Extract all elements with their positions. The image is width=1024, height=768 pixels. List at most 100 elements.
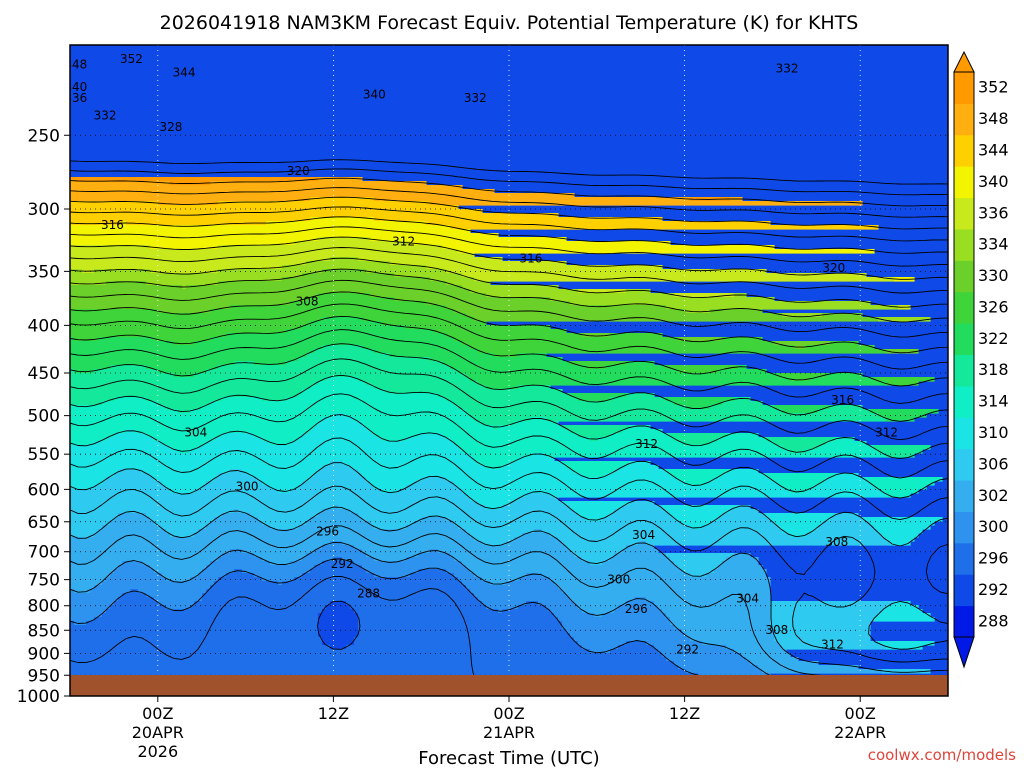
colorbar-swatch — [954, 354, 974, 387]
colorbar-tick-label: 296 — [978, 549, 1009, 568]
contour-label: 332 — [94, 108, 117, 122]
y-tick-label: 900 — [28, 644, 60, 664]
colorbar-tick-label: 352 — [978, 78, 1009, 97]
contour-label: 308 — [296, 294, 319, 308]
colorbar-tick-label: 330 — [978, 266, 1009, 285]
contour-label: 300 — [607, 573, 630, 587]
colorbar-tick-label: 314 — [978, 392, 1009, 411]
colorbar-extend-bottom — [953, 636, 975, 669]
x-tick-label: 2026 — [137, 742, 178, 761]
contour-label: 340 — [64, 80, 87, 94]
colorbar-tick-label: 340 — [978, 172, 1009, 191]
y-tick-label: 850 — [28, 621, 60, 641]
colorbar-swatch — [954, 197, 974, 230]
x-tick-label: 21APR — [483, 723, 535, 742]
x-tick-label: 22APR — [834, 723, 886, 742]
colorbar-swatch — [954, 166, 974, 199]
y-tick-label: 250 — [28, 126, 60, 146]
colorbar-swatch — [954, 72, 974, 104]
contour-label: 308 — [765, 623, 788, 637]
colorbar-extend-top — [953, 50, 975, 73]
contour-label: 316 — [101, 218, 124, 232]
colorbar-swatch — [954, 511, 974, 544]
contour-label: 320 — [287, 164, 310, 178]
contour-label: 328 — [160, 120, 183, 134]
y-tick-label: 1000 — [17, 687, 60, 707]
contour-label: 296 — [316, 525, 339, 539]
contour-lines — [70, 159, 948, 696]
y-tick-label: 450 — [28, 364, 60, 384]
colorbar-tick-label: 288 — [978, 611, 1009, 630]
colorbar-tick-label: 348 — [978, 109, 1009, 128]
contour-label: 304 — [184, 425, 207, 439]
colorbar-swatch — [954, 417, 974, 450]
y-tick-label: 700 — [28, 543, 60, 563]
colorbar-tick-label: 292 — [978, 580, 1009, 599]
colorbar-tick-label: 306 — [978, 454, 1009, 473]
y-tick-label: 650 — [28, 513, 60, 533]
colorbar-tick-label: 318 — [978, 360, 1009, 379]
contour-label: 300 — [236, 480, 259, 494]
contour-label: 348 — [64, 58, 87, 72]
ground-surface — [70, 675, 948, 696]
x-axis-label: Forecast Time (UTC) — [418, 748, 599, 768]
contour-label: 292 — [331, 557, 354, 571]
colorbar-swatch — [954, 385, 974, 418]
x-tick-label: 00Z — [845, 704, 876, 723]
contour-label: 312 — [635, 437, 658, 451]
colorbar-tick-label: 334 — [978, 235, 1009, 254]
y-tick-label: 600 — [28, 480, 60, 500]
colorbar-swatch — [954, 103, 974, 136]
y-tick-label: 800 — [28, 597, 60, 617]
colorbar-swatch — [954, 228, 974, 261]
colorbar-frame — [953, 71, 975, 638]
colorbar-swatch — [954, 605, 974, 638]
contour-label: 336 — [64, 91, 87, 105]
colorbar-swatch — [954, 291, 974, 324]
colorbar: 288 292 296 300 302 306 310 314 318 322 326 330 334 3… — [953, 50, 1009, 669]
contour-label: 344 — [173, 65, 196, 79]
colorbar-tick-label: 326 — [978, 297, 1009, 316]
y-tick-label: 350 — [28, 262, 60, 282]
y-tick-label: 400 — [28, 316, 60, 336]
contour-label: 304 — [632, 528, 655, 542]
colorbar-tick-label: 322 — [978, 329, 1009, 348]
colorbar-swatch — [954, 574, 974, 607]
contour-label: 316 — [831, 393, 854, 407]
x-tick-label: 00Z — [493, 704, 524, 723]
colorbar-tick-label: 310 — [978, 423, 1009, 442]
colorbar-tick-label: 300 — [978, 517, 1009, 536]
colorbar-tick-label: 336 — [978, 203, 1009, 222]
colorbar-tick-label: 302 — [978, 486, 1009, 505]
x-tick-label: 12Z — [669, 704, 700, 723]
contour-label: 304 — [736, 592, 759, 606]
contour-label: 312 — [875, 425, 898, 439]
x-tick-label: 20APR — [132, 723, 184, 742]
contour-label: 332 — [464, 91, 487, 105]
contour-label: 316 — [519, 251, 542, 265]
colorbar-swatch — [954, 260, 974, 293]
contour-label: 312 — [821, 637, 844, 651]
colorbar-swatch — [954, 134, 974, 167]
colorbar-swatch — [954, 323, 974, 355]
y-tick-label: 550 — [28, 445, 60, 465]
grid-lines — [70, 45, 948, 696]
contour-label: 308 — [825, 535, 848, 549]
colorbar-tick-label: 344 — [978, 140, 1009, 159]
contour-label: 320 — [822, 261, 845, 275]
x-tick-label: 12Z — [318, 704, 349, 723]
x-tick-label: 00Z — [142, 704, 173, 723]
chart-title: 2026041918 NAM3KM Forecast Equiv. Potent… — [160, 12, 859, 34]
colorbar-swatch — [954, 448, 974, 481]
contour-label: 332 — [776, 62, 799, 76]
y-tick-label: 300 — [28, 200, 60, 220]
y-axis: 250 300 350 400 450 500 550 600 650 700 750 800 850 9… — [17, 126, 70, 707]
colorbar-swatch — [954, 480, 974, 512]
contour-label: 292 — [676, 642, 699, 656]
credit-text: coolwx.com/models — [868, 746, 1016, 764]
contour-label: 288 — [357, 586, 380, 600]
contour-line-set — [70, 159, 948, 696]
